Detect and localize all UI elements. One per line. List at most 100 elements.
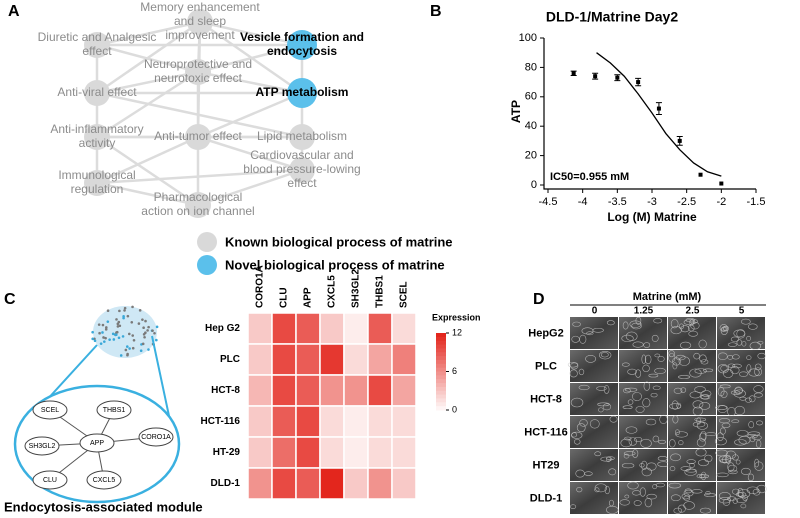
colorbar-label: Expression <box>432 312 481 322</box>
colorbar-step <box>436 371 446 376</box>
network-dot <box>105 326 108 329</box>
cell <box>720 326 728 335</box>
network-node <box>84 80 110 106</box>
column-label: CORO1A <box>255 265 266 308</box>
module-node-label: CORO1A <box>141 434 171 441</box>
colorbar-step <box>436 367 446 372</box>
legend-label: Novel biological process of matrine <box>225 257 445 272</box>
node-label: endocytosis <box>267 44 337 58</box>
heat-cell <box>367 343 393 376</box>
cell <box>746 364 752 373</box>
cell <box>606 456 611 463</box>
row-label: HCT-8 <box>530 393 562 405</box>
cell <box>699 432 707 442</box>
cell <box>599 350 612 360</box>
y-tick-label: 100 <box>519 32 537 44</box>
cell <box>749 436 756 443</box>
row-label: HT-29 <box>213 447 241 458</box>
network-node <box>289 124 315 150</box>
heat-cell <box>319 343 345 376</box>
cell <box>719 384 731 389</box>
x-tick-label: -2 <box>716 196 726 208</box>
point <box>719 181 724 186</box>
network-edge <box>96 181 199 207</box>
column-label: APP <box>303 287 314 308</box>
heat-cell <box>295 467 321 500</box>
heat-cell <box>343 467 369 500</box>
cell <box>652 385 661 390</box>
fit-curve <box>596 52 722 177</box>
network-dot <box>144 319 147 323</box>
cell <box>571 432 578 438</box>
cell <box>718 492 731 500</box>
cell <box>699 354 707 363</box>
network-dot <box>143 335 146 339</box>
heat-cell <box>343 312 369 345</box>
cell <box>624 436 632 441</box>
cell <box>723 325 729 332</box>
network-edge <box>197 135 303 172</box>
cell <box>732 454 739 461</box>
heat-cell <box>367 436 393 469</box>
cell <box>594 483 608 493</box>
network-dot <box>141 342 145 346</box>
cell <box>648 373 659 378</box>
heat-cell <box>343 374 369 407</box>
network-edge <box>96 70 199 95</box>
heat-cell <box>271 436 297 469</box>
cell <box>643 342 651 348</box>
cell <box>747 434 758 439</box>
cell <box>700 394 711 400</box>
module-node <box>24 436 60 456</box>
cell <box>608 468 617 476</box>
network-edge <box>96 43 199 74</box>
network-dot <box>141 318 144 321</box>
row-label: HCT-8 <box>211 385 240 396</box>
network-dot <box>116 325 120 328</box>
network-dot <box>99 342 103 345</box>
colorbar-step <box>436 333 446 338</box>
network-node <box>185 59 211 85</box>
cell <box>657 456 668 461</box>
cell <box>689 368 702 378</box>
cell <box>575 469 585 478</box>
heat-cell <box>319 436 345 469</box>
module-node-label: CXCL5 <box>93 477 116 484</box>
row-label: DLD-1 <box>211 478 241 489</box>
cell <box>633 436 643 442</box>
cell <box>705 491 711 495</box>
cell <box>631 322 642 330</box>
network-dot <box>119 354 123 357</box>
cell <box>694 368 707 374</box>
cell <box>704 454 713 463</box>
network-node <box>84 32 110 58</box>
cell <box>735 459 741 465</box>
network-dot <box>117 336 121 340</box>
cell <box>670 453 681 462</box>
network-edge <box>197 168 303 207</box>
network-dot <box>91 330 94 334</box>
cell <box>654 367 666 375</box>
cell <box>694 386 706 393</box>
error-bar <box>655 102 662 115</box>
colorbar-step <box>436 386 446 392</box>
heat-cell <box>247 467 273 500</box>
colorbar-step <box>436 406 446 411</box>
cell <box>623 453 630 459</box>
error-bar <box>614 74 621 82</box>
cell <box>641 354 647 364</box>
module-node-label: CLU <box>43 477 57 484</box>
network-node <box>185 124 211 150</box>
column-label: CLU <box>279 287 290 308</box>
module-node-label: APP <box>90 440 104 447</box>
x-tick-label: -1.5 <box>747 196 766 208</box>
cell <box>701 390 712 398</box>
colorbar-step <box>436 390 446 396</box>
micrograph-title: Matrine (mM) <box>633 291 702 303</box>
cell <box>733 329 746 338</box>
heat-cell <box>343 343 369 376</box>
network-dot <box>106 320 110 323</box>
network-dot <box>130 321 134 324</box>
cell <box>754 392 763 398</box>
network-dot <box>123 309 126 312</box>
